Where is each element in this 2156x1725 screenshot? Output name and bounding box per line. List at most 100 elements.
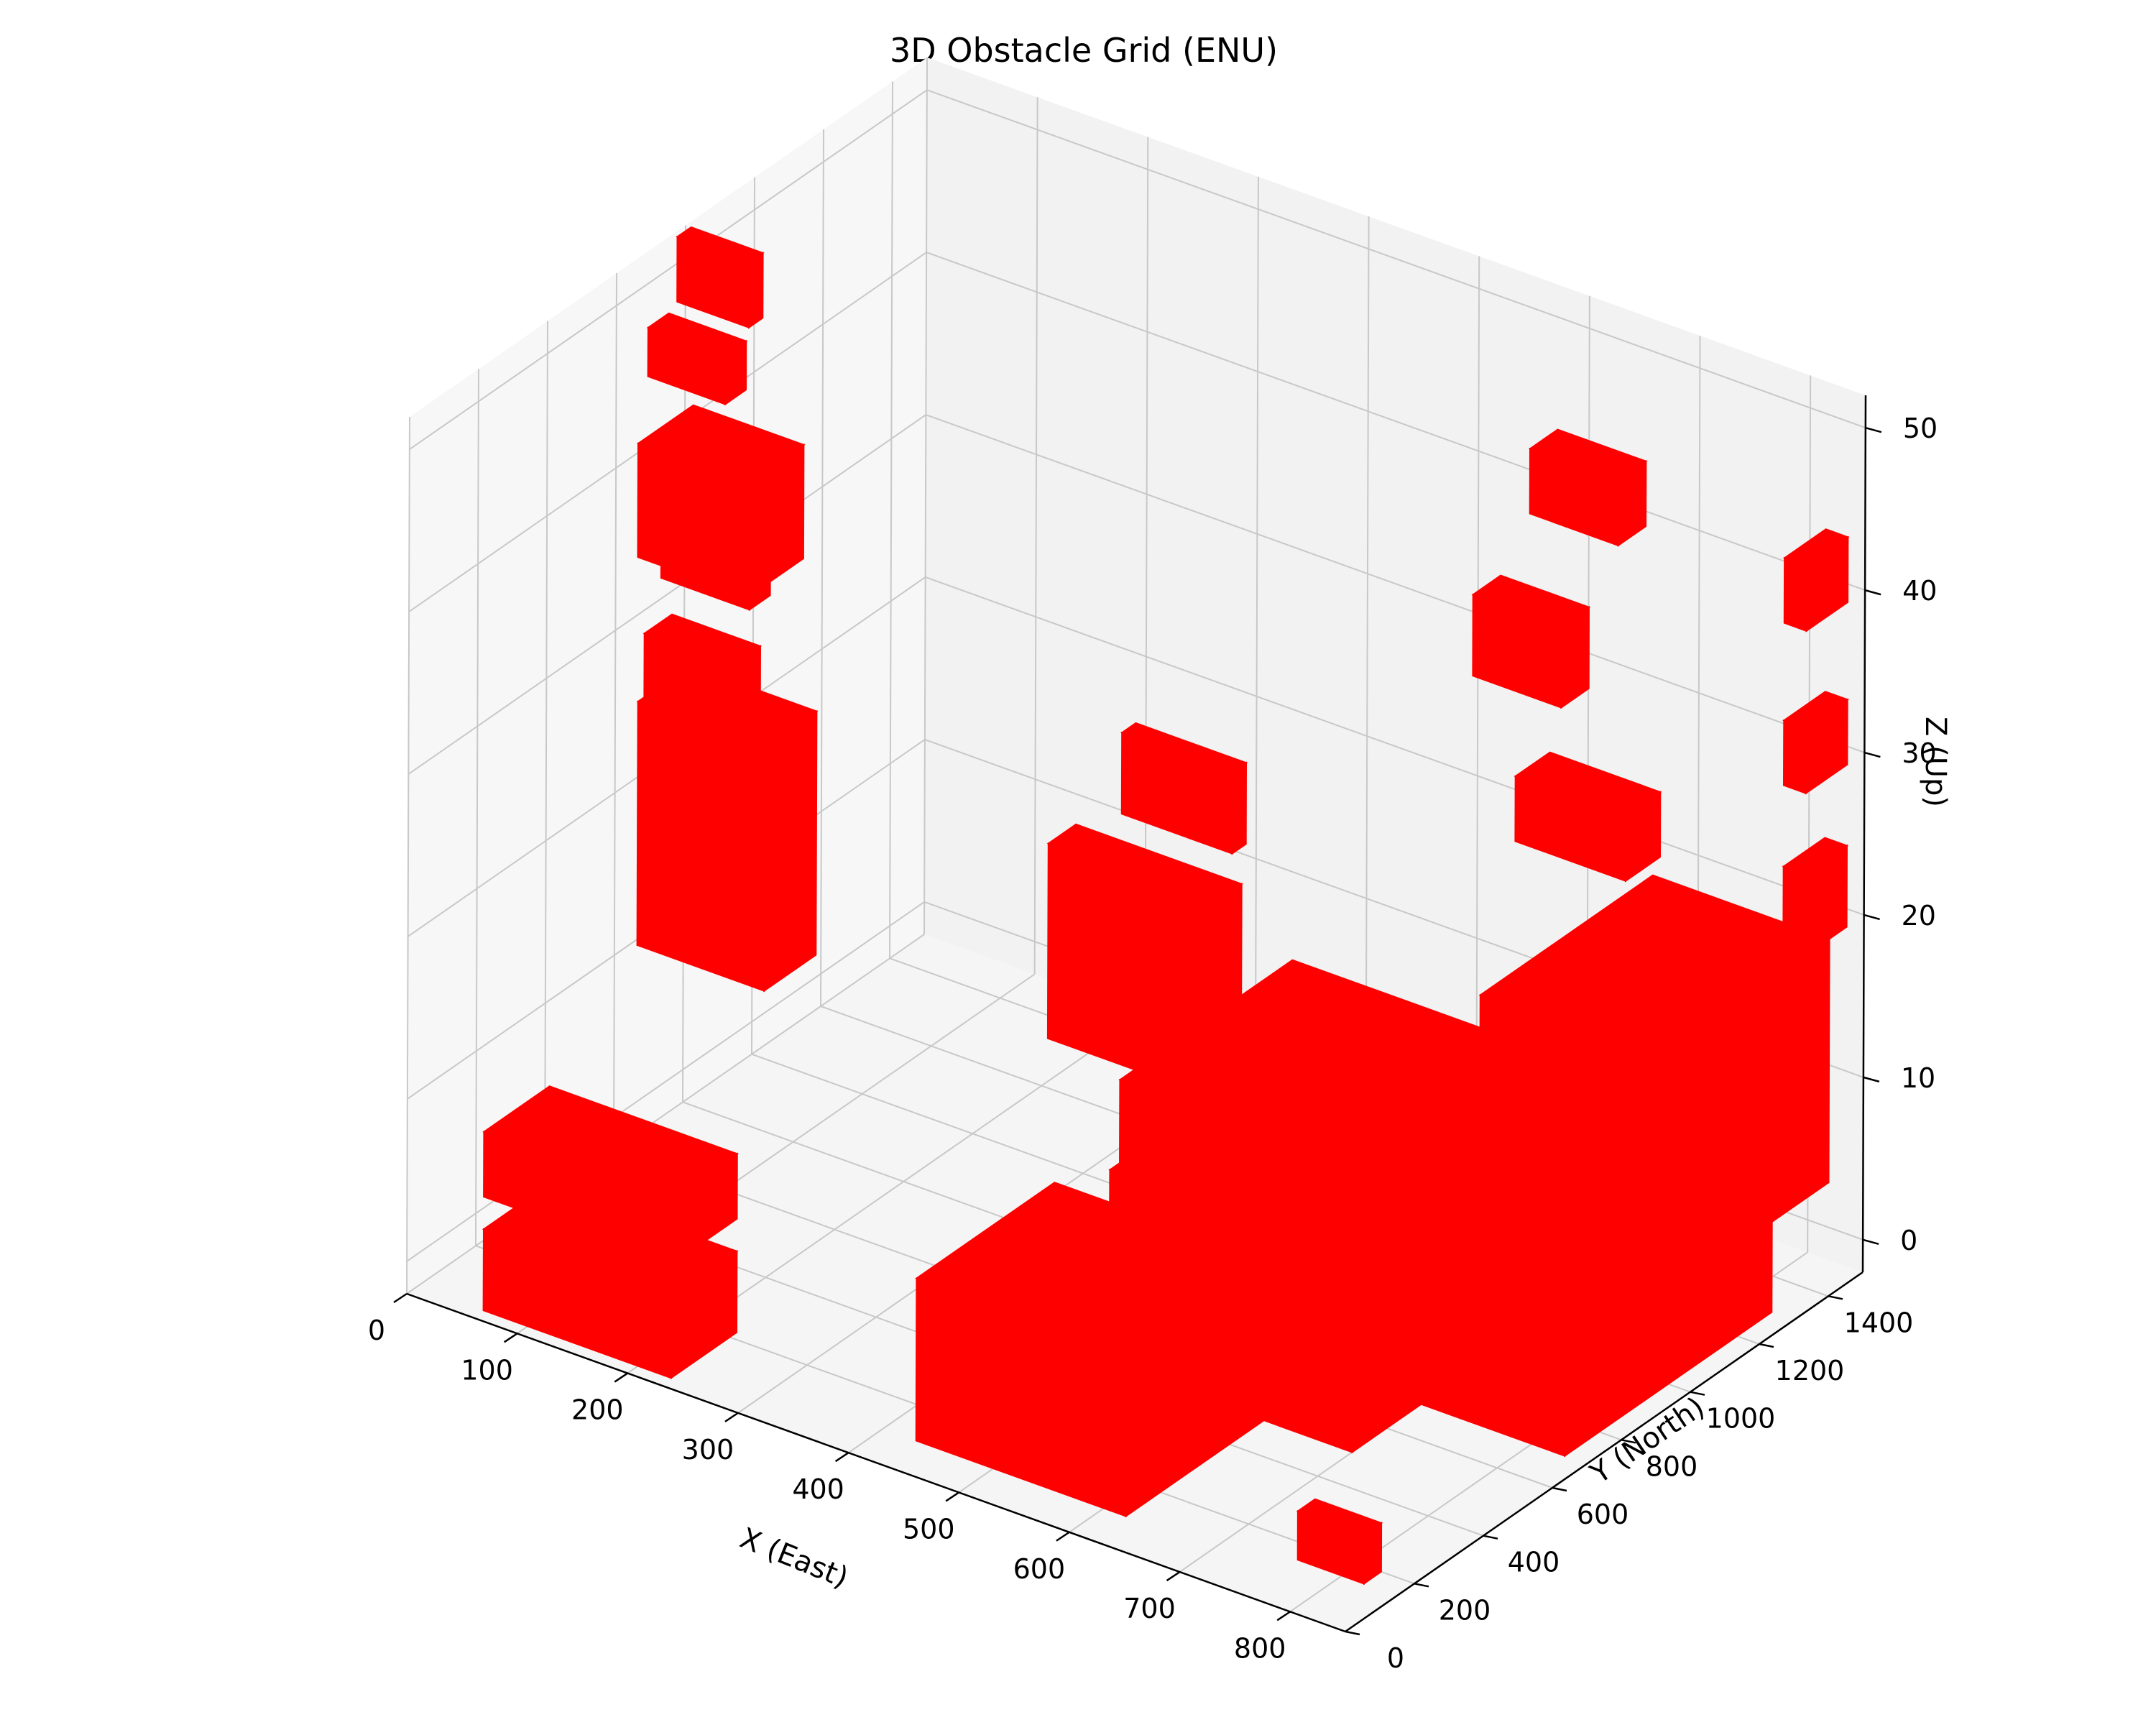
voxel-face-2 <box>1560 605 1590 709</box>
z-tick-label: 30 <box>1902 737 1936 769</box>
x-tick-label: 400 <box>792 1473 844 1505</box>
voxel-face-2 <box>1363 1522 1383 1586</box>
x-axis-line <box>406 1292 1346 1633</box>
x-tick-label: 300 <box>682 1434 734 1466</box>
obstacle-south-east-small <box>1296 1498 1383 1586</box>
z-tick <box>1863 1076 1880 1083</box>
z-tick <box>1864 589 1881 596</box>
voxel-face-2 <box>1125 1256 1266 1518</box>
z-axis-line <box>1861 395 1867 1273</box>
obstacle-west-tower <box>636 664 819 993</box>
voxel-face-2 <box>1372 1049 1547 1417</box>
grid-z-back <box>926 89 1866 429</box>
z-tick-label: 50 <box>1903 413 1938 444</box>
voxel-face-1 <box>1782 719 1807 795</box>
voxel-face-2 <box>1624 791 1662 883</box>
voxel-face-2 <box>1231 761 1248 855</box>
voxel-face-2 <box>748 252 764 329</box>
voxel-face-2 <box>1805 698 1848 795</box>
y-tick-label: 200 <box>1439 1594 1491 1626</box>
z-tick-label: 40 <box>1902 575 1937 607</box>
z-tick <box>1865 426 1882 433</box>
obstacle-mid-block-b <box>1120 722 1248 855</box>
obstacle-east-tower-3 <box>1528 428 1648 547</box>
grid-z-left <box>406 901 925 1262</box>
voxel-face-2 <box>1804 844 1848 957</box>
grid-x-back <box>1365 216 1370 1094</box>
grid-z-left <box>409 89 928 451</box>
voxel-face-2 <box>747 443 805 599</box>
voxel-face-2 <box>670 1249 738 1380</box>
y-tick <box>1759 1343 1774 1348</box>
voxel-face-2 <box>1564 1083 1774 1458</box>
voxel-face-2 <box>763 709 818 993</box>
y-tick-label: 600 <box>1577 1499 1629 1530</box>
x-tick-label: 600 <box>1013 1553 1066 1585</box>
grid-z-back <box>925 576 1864 916</box>
y-tick <box>1414 1583 1429 1588</box>
y-tick <box>1483 1535 1498 1540</box>
obstacle-east-tower-1 <box>1514 751 1662 883</box>
y-tick <box>1828 1295 1843 1300</box>
obstacle-west-tower-top-3 <box>636 404 806 599</box>
voxel-face-2 <box>724 339 747 406</box>
tick-marks <box>393 426 1882 1636</box>
grid-y-left <box>406 416 410 1294</box>
obstacle-east-tower-2 <box>1471 574 1591 709</box>
grid-y-left <box>475 369 479 1246</box>
voxel-face-1 <box>1783 556 1807 632</box>
grid-y-left <box>889 81 893 959</box>
obstacle-west-tower-top-4 <box>646 312 748 406</box>
obstacle-center-cluster-1 <box>915 1182 1266 1518</box>
z-tick-label: 20 <box>1902 900 1936 932</box>
axis-lines <box>406 395 1867 1633</box>
grid-y-left <box>820 129 824 1007</box>
voxel-face-1 <box>636 700 766 993</box>
voxel-face-2 <box>1617 459 1647 547</box>
x-tick-label: 200 <box>571 1394 624 1426</box>
z-axis-label: Z (Up) <box>1919 717 1952 807</box>
chart-title: 3D Obstacle Grid (ENU) <box>890 31 1278 70</box>
y-tick-label: 400 <box>1508 1547 1560 1578</box>
y-tick <box>1345 1630 1360 1636</box>
x-tick <box>834 1452 849 1463</box>
voxel-layer <box>482 226 1850 1586</box>
x-tick <box>1056 1531 1070 1542</box>
y-tick <box>1552 1486 1567 1492</box>
voxel-face-2 <box>1805 535 1849 632</box>
x-tick <box>1166 1571 1181 1582</box>
x-tick-label: 100 <box>461 1354 513 1386</box>
y-tick-label: 0 <box>1387 1642 1404 1674</box>
grid-y-left <box>613 272 617 1151</box>
y-tick-label: 1200 <box>1775 1355 1845 1386</box>
grid-y-left <box>544 321 548 1198</box>
voxel-face-2 <box>732 645 762 748</box>
y-axis-line <box>1345 1271 1864 1633</box>
x-tick-label: 800 <box>1234 1632 1286 1664</box>
obstacle-west-tower-top-1 <box>642 613 763 748</box>
grid-x-back <box>923 57 928 935</box>
y-tick <box>1690 1391 1705 1396</box>
grid-x-back <box>1254 176 1259 1054</box>
y-tick-label: 1400 <box>1844 1307 1914 1338</box>
x-tick <box>503 1333 518 1343</box>
x-tick <box>1276 1611 1291 1622</box>
z-tick <box>1862 1238 1879 1246</box>
z-tick <box>1864 914 1880 921</box>
x-tick <box>393 1292 407 1304</box>
obstacle-north-block-2 <box>1782 691 1849 795</box>
x-tick <box>614 1372 628 1383</box>
x-tick-label: 0 <box>368 1315 385 1346</box>
x-tick <box>945 1491 959 1502</box>
obstacle-west-block-low <box>482 1182 739 1380</box>
z-tick-label: 10 <box>1901 1062 1935 1094</box>
x-tick <box>724 1412 739 1422</box>
y-tick <box>1621 1439 1636 1444</box>
grid-x-back <box>1033 97 1038 975</box>
grid-x-back <box>1475 256 1480 1133</box>
z-tick-label: 0 <box>1900 1225 1917 1256</box>
obstacle-north-block-3 <box>1782 528 1850 632</box>
x-tick-label: 500 <box>903 1513 955 1545</box>
